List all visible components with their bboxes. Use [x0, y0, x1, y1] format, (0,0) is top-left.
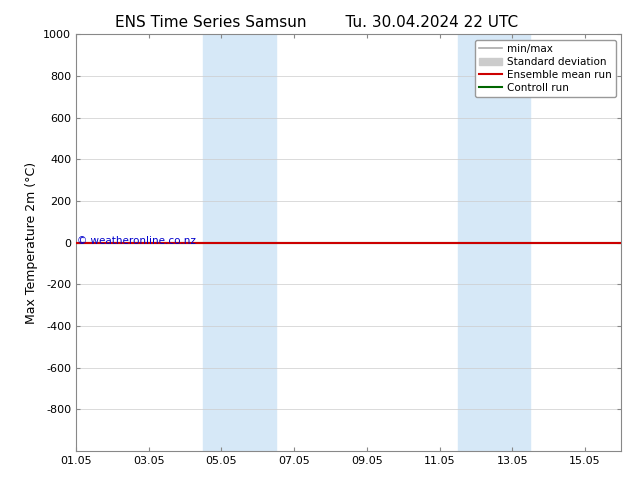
Legend: min/max, Standard deviation, Ensemble mean run, Controll run: min/max, Standard deviation, Ensemble me… — [475, 40, 616, 97]
Text: ENS Time Series Samsun        Tu. 30.04.2024 22 UTC: ENS Time Series Samsun Tu. 30.04.2024 22… — [115, 15, 519, 30]
Y-axis label: Max Temperature 2m (°C): Max Temperature 2m (°C) — [25, 162, 37, 323]
Bar — [204, 34, 276, 451]
Bar — [458, 34, 531, 451]
Text: © weatheronline.co.nz: © weatheronline.co.nz — [77, 236, 196, 246]
